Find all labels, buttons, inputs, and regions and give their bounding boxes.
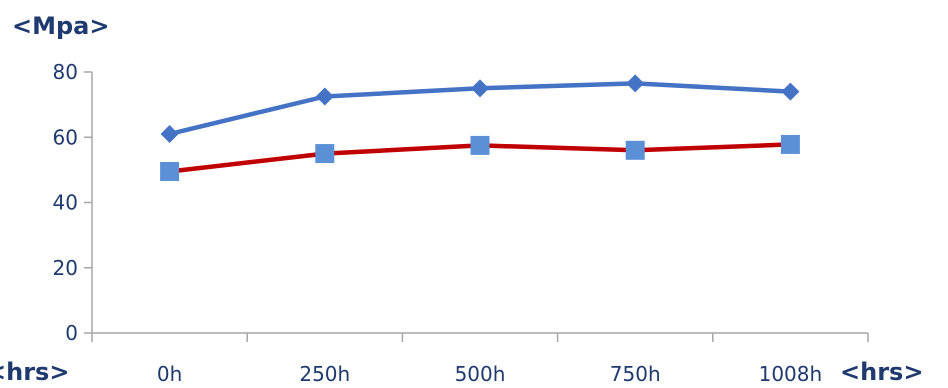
series-1 [160, 74, 800, 143]
x-tick-label: 250h [299, 362, 350, 386]
data-point-diamond [315, 87, 334, 106]
y-tick-label: 80 [53, 60, 78, 84]
y-tick-label: 20 [53, 256, 78, 280]
data-point-square [160, 162, 180, 182]
data-point-diamond [781, 82, 800, 101]
x-tick-label: 750h [610, 362, 661, 386]
chart-axes [91, 72, 868, 334]
y-axis-ticks: 0 20 40 60 80 [53, 60, 92, 345]
x-axis-unit-label: <hrs> [840, 358, 923, 386]
data-point-square [625, 140, 645, 160]
data-point-square [470, 135, 490, 155]
data-point-diamond [471, 79, 489, 98]
data-point-square [315, 144, 335, 164]
y-tick-label: 60 [53, 125, 78, 149]
y-tick-label: 0 [65, 321, 78, 345]
y-axis-unit-label: <Mpa> [12, 12, 109, 40]
data-point-diamond [626, 74, 645, 93]
x-tick-label: 0h [157, 362, 182, 386]
x-axis-unit-label-left: <hrs> [0, 358, 69, 386]
series-2 [160, 134, 800, 182]
x-tick-label: 500h [455, 362, 506, 386]
x-axis-ticks: 0h 250h 500h 750h 1008h [91, 333, 869, 386]
series-layer [160, 74, 800, 182]
data-point-diamond [160, 124, 179, 143]
data-point-square [780, 134, 800, 154]
y-tick-label: 40 [53, 191, 78, 215]
x-tick-label: 1008h [759, 362, 823, 386]
